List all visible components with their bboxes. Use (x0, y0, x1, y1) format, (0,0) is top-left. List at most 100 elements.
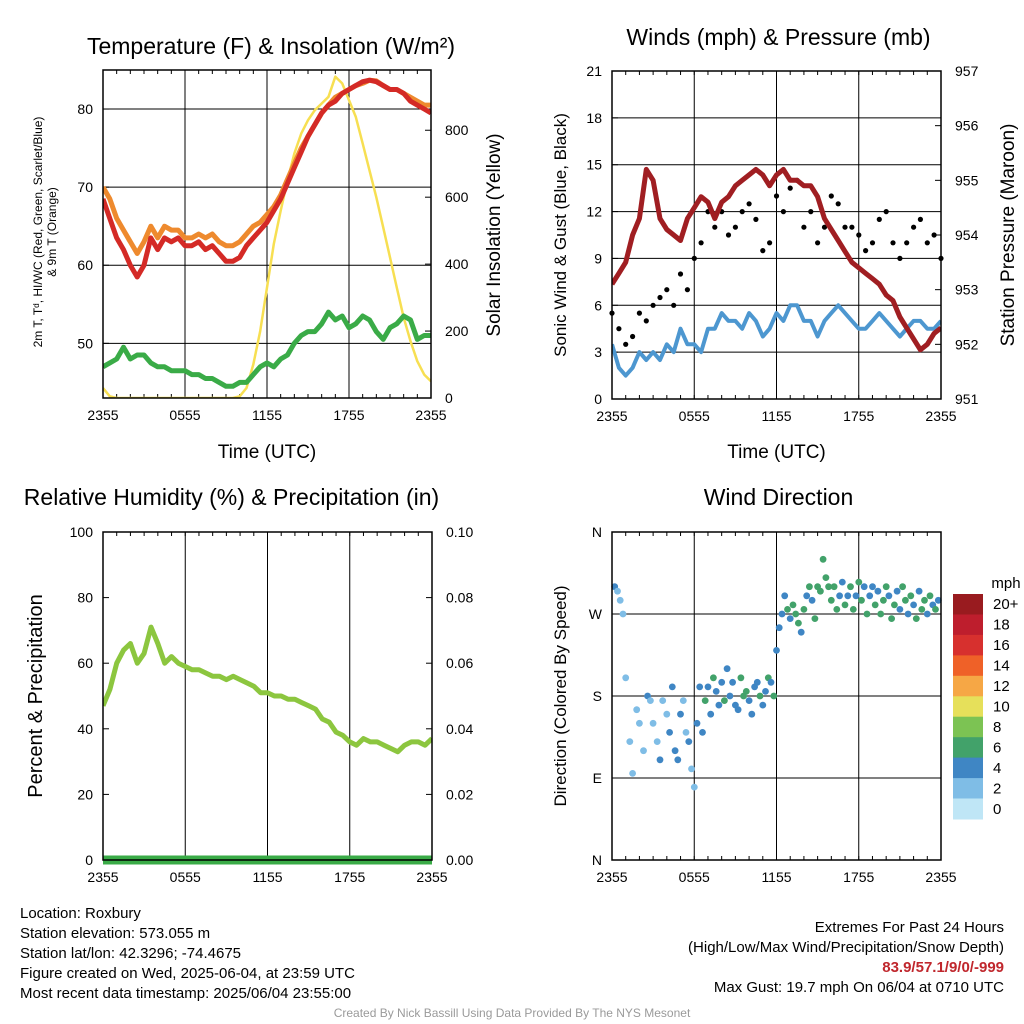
wind-gust-point (931, 232, 937, 238)
wind-gust-point (815, 240, 821, 246)
dir-frame (611, 531, 942, 861)
dir-point (712, 688, 720, 695)
dir-point (748, 710, 756, 718)
dir-point (753, 678, 761, 686)
dir-point (773, 647, 780, 654)
legend-label: 2 (993, 780, 1001, 797)
legend-swatch (953, 655, 983, 677)
dir-point (896, 606, 904, 613)
wind-gust-point (616, 326, 622, 332)
dir-point (767, 678, 775, 686)
dir-point (893, 587, 901, 595)
dir-point (674, 756, 682, 764)
dir-ytick-label: E (593, 770, 602, 786)
dir-title: Wind Direction (704, 484, 854, 510)
dir-point (871, 601, 879, 609)
dir-point (841, 601, 849, 609)
legend-label: 20+ (993, 596, 1019, 613)
dir-point (934, 596, 942, 604)
temp-xtick-label: 1155 (252, 407, 282, 423)
wind-gust-point (904, 240, 910, 246)
wind-xtick-label: 2355 (925, 408, 956, 424)
dir-point (863, 610, 871, 618)
dir-point (795, 619, 802, 627)
legend-swatch (953, 675, 983, 697)
dir-point (762, 688, 769, 695)
temp-xtick-label: 1755 (333, 407, 364, 423)
temp-xtick-label: 0555 (169, 407, 200, 423)
dir-point (679, 697, 687, 704)
dir-point (860, 583, 868, 591)
dir-xtick-label: 2355 (596, 869, 627, 885)
rh-ytick-right-label: 0.10 (446, 524, 473, 540)
dir-point (633, 706, 641, 714)
wind-ylabel-right: Station Pressure (Maroon) (998, 124, 1019, 347)
dir-point (721, 697, 728, 704)
rh-xtick-label: 0555 (170, 869, 201, 885)
rh-ytick-label: 100 (70, 524, 94, 540)
dir-point (677, 710, 684, 718)
temp-series-green (103, 309, 431, 389)
dir-point (910, 601, 917, 609)
legend-label: 12 (993, 678, 1010, 695)
legend-swatch (953, 716, 983, 738)
dir-point (647, 697, 654, 704)
wind-ytick-label: 21 (586, 63, 602, 79)
wind-ytick-right-label: 954 (955, 227, 979, 243)
dir-point (827, 596, 835, 604)
temp-title: Temperature (F) & Insolation (W/m²) (87, 33, 455, 59)
dir-point (649, 719, 657, 727)
wind-xtick-label: 0555 (679, 408, 710, 424)
dir-point (849, 606, 857, 613)
wind-gust-point (753, 216, 759, 222)
temp-ytick-label: 60 (77, 257, 93, 273)
wind-title: Winds (mph) & Pressure (mb) (626, 24, 930, 50)
temp-ylabel-left-2: & 9m T (Orange) (45, 187, 59, 277)
dir-point (616, 596, 624, 604)
speed-legend: mph 20+ 18 16 14 12 10 8 6 4 2 0 (953, 575, 1021, 820)
wind-gust-point (821, 224, 828, 230)
wind-panel: 2355 0555 1155 1755 235503691215182195195295… (551, 24, 1019, 463)
dir-point (882, 583, 890, 591)
temp-ytick-label: 80 (77, 101, 93, 117)
wind-gust-point (677, 271, 684, 277)
dir-point (704, 683, 712, 691)
dir-point (707, 710, 715, 718)
dir-point (696, 683, 704, 691)
wind-series-pressure (612, 166, 941, 353)
dir-point (666, 729, 673, 736)
wind-ytick-label: 6 (594, 297, 602, 313)
wind-gust-point (863, 248, 869, 254)
dir-point (715, 701, 723, 709)
dir-point (932, 606, 939, 613)
dir-point (830, 583, 838, 591)
rh-ytick-label: 0 (85, 852, 93, 868)
wind-gust-point (671, 302, 677, 308)
max-gust-text: Max Gust: 19.7 mph On 06/04 at 0710 UTC (713, 979, 1004, 996)
wind-ytick-label: 15 (586, 157, 602, 173)
dir-point (723, 665, 731, 673)
wind-ytick-right-label: 951 (955, 391, 979, 407)
rh-xtick-label: 1755 (334, 869, 365, 885)
dir-point (775, 624, 783, 632)
dir-point (858, 596, 865, 604)
temp-panel: 2355 0555 1155 1755 235550607080020040060080… (31, 33, 505, 463)
legend-label: 18 (993, 617, 1010, 634)
wind-xtick-label: 1755 (843, 408, 874, 424)
wind-gust-point (684, 287, 691, 293)
wind-gust-point (732, 224, 739, 230)
temp-series-yellow (103, 75, 431, 398)
legend-title: mph (991, 575, 1020, 592)
temp-frame (102, 69, 432, 399)
created-text: Figure created on Wed, 2025-06-04, at 23… (20, 965, 355, 982)
dir-point (682, 729, 690, 736)
rh-ylabel-left: Percent & Precipitation (25, 594, 47, 797)
dir-point (671, 747, 679, 755)
dir-point (734, 706, 742, 714)
dir-point (737, 674, 745, 682)
extremes-subtitle: (High/Low/Max Wind/Precipitation/Snow De… (688, 939, 1004, 956)
temp-xlabel: Time (UTC) (218, 442, 317, 463)
wind-ytick-label: 0 (594, 391, 602, 407)
dir-point (710, 674, 717, 682)
dir-point (888, 615, 895, 622)
